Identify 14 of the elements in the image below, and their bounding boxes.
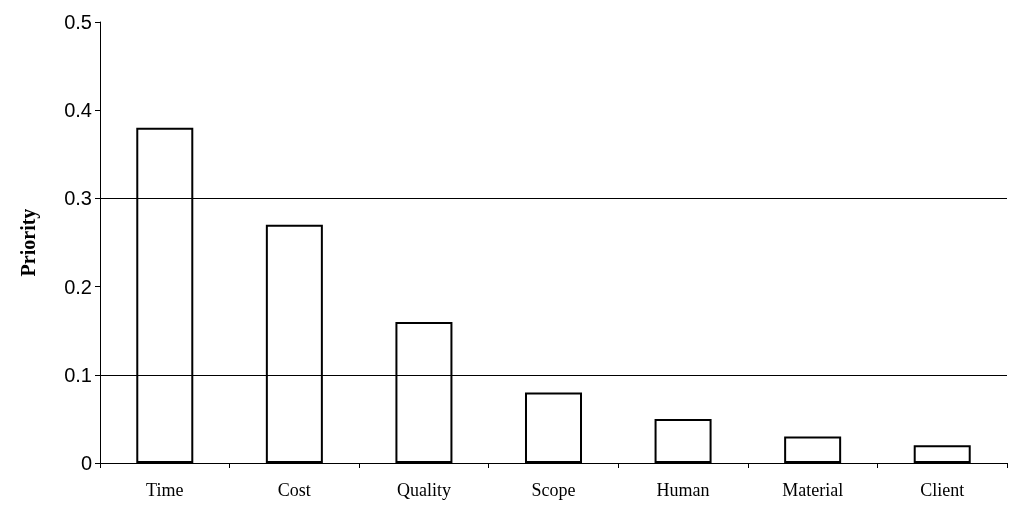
y-tick-label: 0.3 (64, 187, 92, 210)
x-tick-label: Material (782, 480, 844, 500)
x-tick-label: Client (920, 480, 965, 500)
y-tick-label: 0.5 (64, 11, 92, 33)
y-axis-title: Priority (17, 208, 40, 277)
y-tick-label: 0.4 (64, 99, 92, 122)
x-tick-label: Time (146, 480, 184, 500)
x-tick-label: Cost (277, 480, 311, 500)
x-tick-label: Quality (396, 480, 451, 500)
y-tick-label: 0.1 (64, 363, 92, 386)
y-tick-label: 0 (80, 452, 92, 474)
y-tick-label: 0.2 (64, 275, 92, 298)
x-tick-label: Human (656, 480, 710, 500)
x-tick-label: Scope (531, 480, 576, 500)
